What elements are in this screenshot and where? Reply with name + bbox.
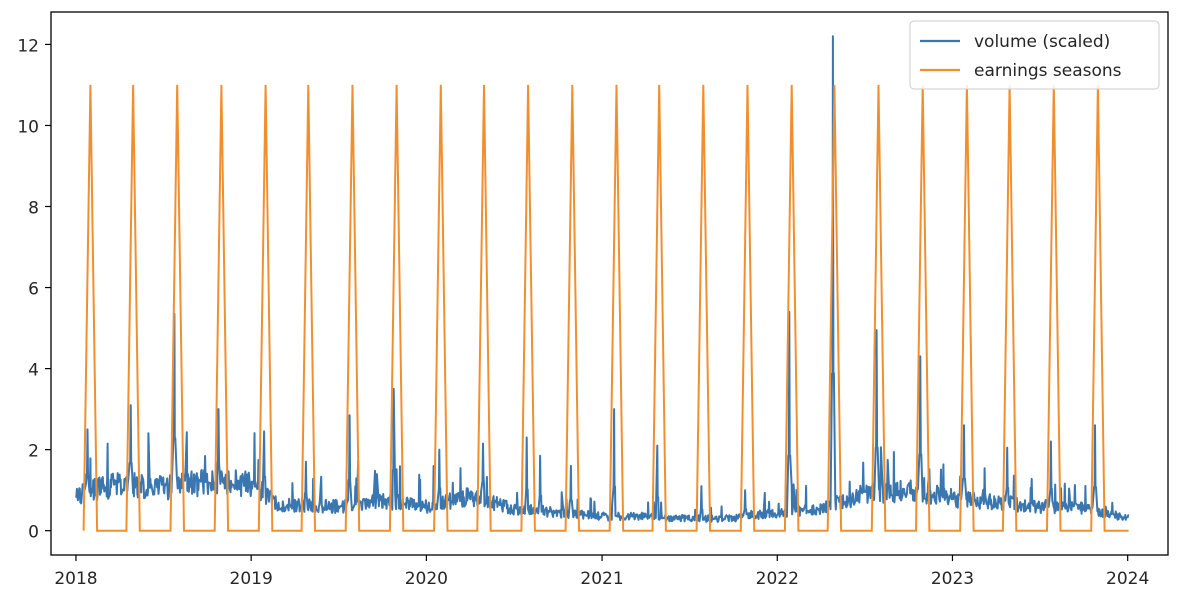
- x-tick-label: 2024: [1106, 569, 1149, 589]
- x-tick-label: 2021: [580, 569, 623, 589]
- legend-label: volume (scaled): [974, 32, 1110, 52]
- x-tick-label: 2023: [931, 569, 974, 589]
- y-tick-label: 6: [28, 280, 39, 300]
- legend-box: [909, 20, 1160, 90]
- y-tick-label: 0: [28, 523, 39, 543]
- legend-label: earnings seasons: [974, 61, 1122, 81]
- x-tick-label: 2018: [54, 569, 97, 589]
- plot-frame: [50, 11, 1169, 556]
- y-tick-label: 10: [17, 117, 39, 137]
- y-tick-label: 8: [28, 199, 39, 219]
- earnings-series-line: [82, 84, 1129, 532]
- x-tick-label: 2020: [405, 569, 448, 589]
- legend: volume (scaled) earnings seasons: [909, 20, 1160, 90]
- y-tick-label: 12: [17, 36, 39, 56]
- y-tick-label: 4: [28, 361, 39, 381]
- y-tick-label: 2: [28, 442, 39, 462]
- x-tick-label: 2019: [230, 569, 273, 589]
- x-tick-label: 2022: [756, 569, 799, 589]
- volume-series-line: [75, 35, 1130, 523]
